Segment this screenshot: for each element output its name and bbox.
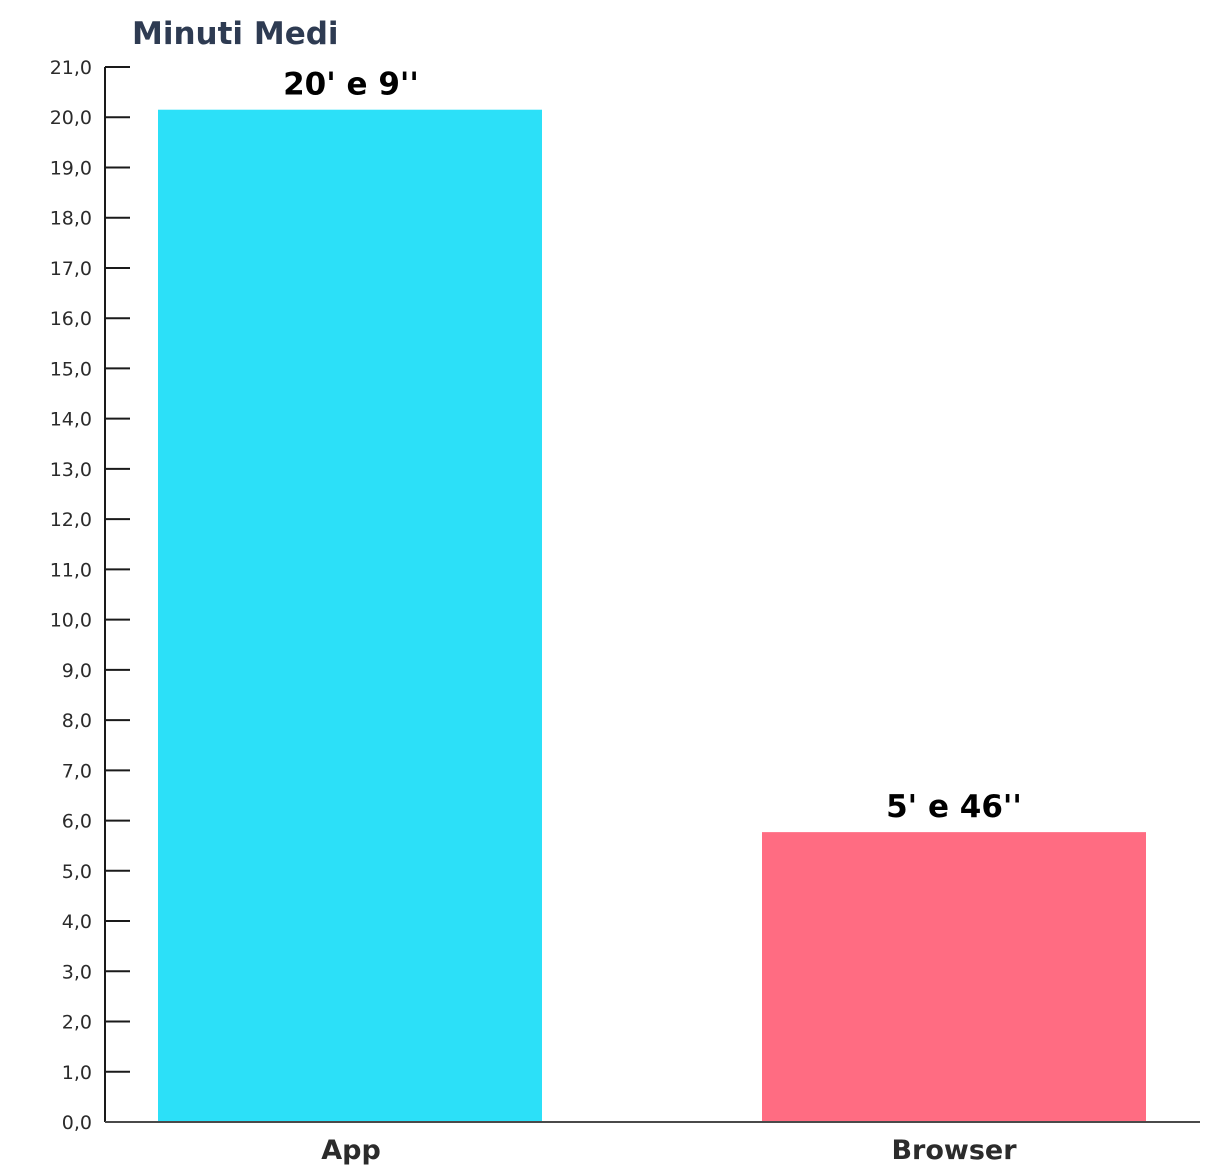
y-tick-label: 14,0 — [50, 409, 92, 431]
y-tick-label: 3,0 — [62, 961, 92, 983]
bar-browser — [762, 832, 1146, 1122]
x-category-label: Browser — [891, 1135, 1017, 1165]
y-tick-label: 21,0 — [50, 57, 92, 79]
y-tick-label: 16,0 — [50, 308, 92, 330]
data-label-browser: 5' e 46'' — [886, 789, 1022, 825]
y-tick-label: 17,0 — [50, 258, 92, 280]
y-axis: 0,0 1,0 2,0 3,0 4,0 5,0 6,0 7,0 8,0 9,0 10,0 11,0 12… — [50, 57, 130, 1134]
y-tick-label: 4,0 — [62, 911, 92, 933]
y-tick-label: 9,0 — [62, 660, 92, 682]
y-tick-label: 10,0 — [50, 610, 92, 632]
y-tick-label: 11,0 — [50, 559, 92, 581]
y-tick-label: 5,0 — [62, 861, 92, 883]
y-tick-label: 7,0 — [62, 760, 92, 782]
x-axis: App Browser — [105, 1121, 1200, 1165]
x-category-label: App — [321, 1135, 381, 1165]
y-tick-label: 12,0 — [50, 509, 92, 531]
y-tick-label: 13,0 — [50, 459, 92, 481]
chart-title: Minuti Medi — [132, 16, 339, 52]
y-tick-label: 18,0 — [50, 208, 92, 230]
y-tick-label: 20,0 — [50, 107, 92, 129]
y-tick-label: 19,0 — [50, 157, 92, 179]
bar-app — [158, 109, 542, 1122]
y-tick-label: 1,0 — [62, 1062, 92, 1084]
y-tick-label: 6,0 — [62, 811, 92, 833]
data-label-app: 20' e 9'' — [283, 67, 419, 103]
y-tick-label: 0,0 — [62, 1112, 92, 1134]
bars: 20' e 9'' 5' e 46'' — [158, 67, 1146, 1122]
y-tick-label: 8,0 — [62, 710, 92, 732]
y-tick-label: 2,0 — [62, 1012, 92, 1034]
y-tick-label: 15,0 — [50, 358, 92, 380]
